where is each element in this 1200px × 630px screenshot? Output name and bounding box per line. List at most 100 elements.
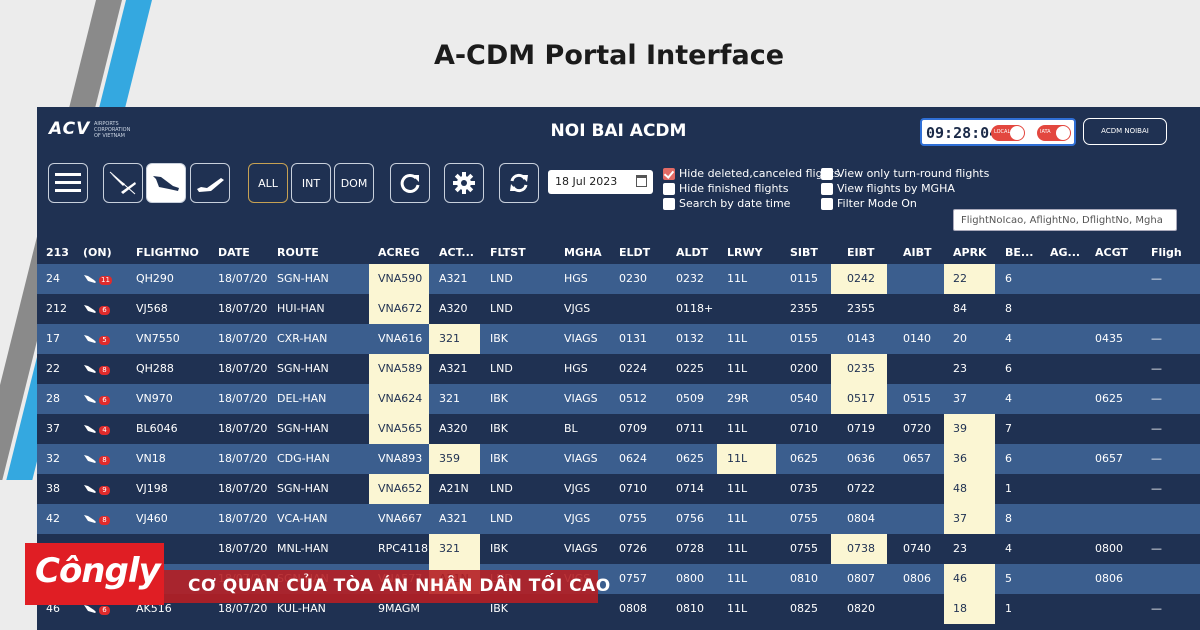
table-row[interactable]: 22 8 QH288 18/07/20 SGN-HAN VNA589 A321 LND HGS 0… (37, 354, 1200, 384)
cell-eibt: 0722 (847, 482, 875, 495)
cell-route: SGN-HAN (277, 482, 329, 495)
opt-by-mgha[interactable]: View flights by MGHA (821, 182, 955, 195)
cell-no: 32 (46, 452, 60, 465)
column-header[interactable]: ROUTE (277, 246, 319, 259)
acdm-noibai-button[interactable]: ACDM NOIBAI (1083, 118, 1167, 145)
cell-eibt: 0235 (847, 362, 875, 375)
cell-highlight (369, 264, 429, 294)
table-row[interactable]: 42 8 VJ460 18/07/20 VCA-HAN VNA667 A321 LND VJGS… (37, 504, 1200, 534)
column-header[interactable]: 213 (46, 246, 69, 259)
sync-icon (510, 173, 528, 193)
column-header[interactable]: LRWY (727, 246, 763, 259)
column-header[interactable]: FLIGHTNO (136, 246, 199, 259)
cell-lrwy: 11L (727, 332, 748, 345)
departure-filter-button[interactable] (190, 163, 230, 203)
plane-landing-icon (84, 395, 96, 403)
flight-filter-input[interactable]: FlightNoIcao, AflightNo, DflightNo, Mgha (953, 209, 1177, 231)
local-time-toggle[interactable]: LOCAL (991, 125, 1025, 141)
menu-button[interactable] (48, 163, 88, 203)
cell-act: A320 (439, 422, 468, 435)
settings-button[interactable] (444, 163, 484, 203)
column-header[interactable]: ELDT (619, 246, 651, 259)
iata-toggle[interactable]: IATA (1037, 125, 1071, 141)
column-header[interactable]: ACGT (1095, 246, 1128, 259)
table-row[interactable]: 38 9 VJ198 18/07/20 SGN-HAN VNA652 A21N LND VJGS… (37, 474, 1200, 504)
table-header: 213 (ON) FLIGHTNO DATE ROUTE ACREG ACT... FLTST… (37, 238, 1200, 264)
cell-fltst: IBK (490, 422, 509, 435)
filter-dom-button[interactable]: DOM (334, 163, 374, 203)
filter-int-button[interactable]: INT (291, 163, 331, 203)
plane-landing-icon (153, 176, 179, 191)
cell-date: 18/07/20 (218, 482, 268, 495)
hamburger-icon (55, 173, 81, 192)
column-header[interactable]: ACREG (378, 246, 420, 259)
opt-turn-round[interactable]: View only turn-round flights (821, 167, 989, 180)
column-header[interactable]: DATE (218, 246, 250, 259)
cell-eldt: 0726 (619, 542, 647, 555)
cell-date: 18/07/20 (218, 602, 268, 615)
checkbox-turn-round[interactable] (821, 167, 833, 180)
cell-sibt: 0540 (790, 392, 818, 405)
arrival-filter-button[interactable] (146, 163, 186, 203)
clock-panel: 09:28:04 LOCAL IATA (920, 118, 1076, 146)
checkbox-search-datetime[interactable] (663, 197, 675, 210)
cell-date: 18/07/20 (218, 272, 268, 285)
opt-hide-deleted[interactable]: Hide deleted,canceled flights (663, 167, 840, 180)
filter-all-button[interactable]: ALL (248, 163, 288, 203)
cell-date: 18/07/20 (218, 332, 268, 345)
opt-filter-mode[interactable]: Filter Mode On (821, 197, 917, 210)
column-header[interactable]: APRK (953, 246, 987, 259)
table-row[interactable]: 17 5 VN7550 18/07/20 CXR-HAN VNA616 321 IBK VIAG… (37, 324, 1200, 354)
cell-route: SGN-HAN (277, 422, 329, 435)
opt-hide-finished[interactable]: Hide finished flights (663, 182, 788, 195)
checkbox-filter-mode[interactable] (821, 197, 833, 210)
column-header[interactable]: BE... (1005, 246, 1034, 259)
arr-dep-button[interactable] (103, 163, 143, 203)
cell-acgt: 0625 (1095, 392, 1123, 405)
cell-sibt: 0755 (790, 512, 818, 525)
reload-button[interactable] (390, 163, 430, 203)
cell-aibt: 0657 (903, 452, 931, 465)
cell-fl: — (1151, 332, 1162, 345)
cell-highlight (369, 384, 429, 414)
cell-eibt: 2355 (847, 302, 875, 315)
column-header[interactable]: (ON) (83, 246, 112, 259)
cell-acreg: VNA590 (378, 272, 423, 285)
cell-date: 18/07/20 (218, 512, 268, 525)
table-row[interactable]: 212 6 VJ568 18/07/20 HUI-HAN VNA672 A320 LND VJG… (37, 294, 1200, 324)
opt-search-datetime[interactable]: Search by date time (663, 197, 790, 210)
column-header[interactable]: AIBT (903, 246, 932, 259)
table-row[interactable]: 37 4 BL6046 18/07/20 SGN-HAN VNA565 A320 IBK BL 0… (37, 414, 1200, 444)
cell-flightno: VN18 (136, 452, 166, 465)
status-badge: 6 (99, 396, 110, 405)
checkbox-by-mgha[interactable] (821, 182, 833, 195)
column-header[interactable]: MGHA (564, 246, 602, 259)
sync-button[interactable] (499, 163, 539, 203)
table-row[interactable]: 18/07/20 MNL-HAN RPC4118 321 IBK VIAGS 0726 072… (37, 534, 1200, 564)
cell-aibt: 0740 (903, 542, 931, 555)
date-picker[interactable]: 18 Jul 2023 (548, 170, 653, 194)
column-header[interactable]: AG... (1050, 246, 1081, 259)
app-title: NOI BAI ACDM (550, 121, 687, 141)
table-row[interactable]: 46 6 AK516 18/07/20 KUL-HAN 9MAGM IBK 0808 0810 1… (37, 594, 1200, 624)
table-row[interactable]: 28 6 VN970 18/07/20 DEL-HAN VNA624 321 IBK VIAGS… (37, 384, 1200, 414)
column-header[interactable]: SIBT (790, 246, 818, 259)
checkbox-hide-finished[interactable] (663, 182, 675, 195)
table-row[interactable]: 24 11 QH290 18/07/20 SGN-HAN VNA590 A321 LND HGS… (37, 264, 1200, 294)
cell-aprk: 20 (953, 332, 967, 345)
status-badge: 8 (99, 366, 110, 375)
cell-fltst: IBK (490, 452, 509, 465)
cell-act: 321 (439, 392, 460, 405)
plane-landing-icon (84, 425, 96, 433)
column-header[interactable]: Fligh (1151, 246, 1182, 259)
calendar-icon[interactable] (636, 175, 647, 187)
cell-be: 8 (1005, 302, 1012, 315)
column-header[interactable]: ACT... (439, 246, 474, 259)
cell-act: A320 (439, 302, 468, 315)
column-header[interactable]: ALDT (676, 246, 709, 259)
checkbox-hide-deleted[interactable] (663, 167, 675, 180)
column-header[interactable]: FLTST (490, 246, 526, 259)
cell-lrwy: 11L (727, 572, 748, 585)
table-row[interactable]: 32 8 VN18 18/07/20 CDG-HAN VNA893 359 IBK VIAGS 0… (37, 444, 1200, 474)
column-header[interactable]: EIBT (847, 246, 875, 259)
